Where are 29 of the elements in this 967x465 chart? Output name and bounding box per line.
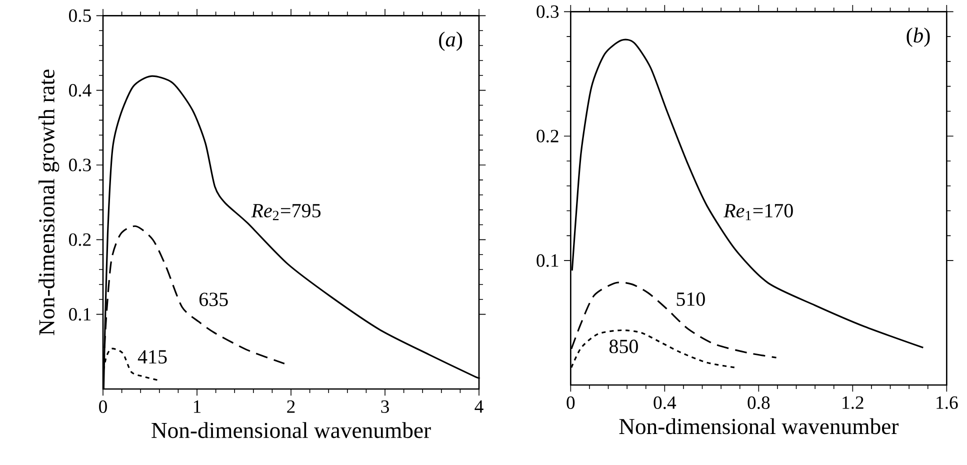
x-tick-label: 1 <box>194 400 201 413</box>
x-tick-label: 0.4 <box>654 396 676 410</box>
y-tick-label: 0.5 <box>69 9 91 22</box>
x-tick-label: 3 <box>381 400 389 413</box>
series-label: 510 <box>676 292 705 306</box>
y-tick-label: 0.3 <box>69 158 91 172</box>
series-label: Re$_{1}$=170 <box>724 204 793 220</box>
x-tick-label: 1.6 <box>936 396 958 410</box>
series-label: 635 <box>199 292 228 306</box>
x-tick-label: 0.8 <box>748 396 770 410</box>
x-tick-label: 0 <box>99 400 107 413</box>
x-tick-label: 0 <box>566 396 575 409</box>
x-axis-title: Non-dimensional wavenumber <box>619 418 899 434</box>
x-tick-label: 1.2 <box>842 396 864 410</box>
y-tick-label: 0.2 <box>536 130 558 142</box>
text: (a) <box>439 32 462 51</box>
x-axis-title: Non-dimensional wavenumber <box>152 422 431 438</box>
y-axis-title: Non-dimensional growth rate <box>38 70 60 336</box>
y-tick-label: 0.4 <box>69 84 92 97</box>
series-label: 415 <box>138 350 167 364</box>
y-tick-label: 0.1 <box>69 308 91 321</box>
series-label: 850 <box>609 340 638 354</box>
y-tick-label: 0.2 <box>69 233 91 246</box>
x-tick-label: 2 <box>287 400 295 413</box>
series-label: Re$_{2}$=795 <box>251 204 321 220</box>
x-tick-label: 4 <box>474 400 484 413</box>
text: (b) <box>906 28 930 47</box>
y-tick-label: 0.1 <box>536 254 558 267</box>
y-tick-label: 0.3 <box>536 5 559 18</box>
